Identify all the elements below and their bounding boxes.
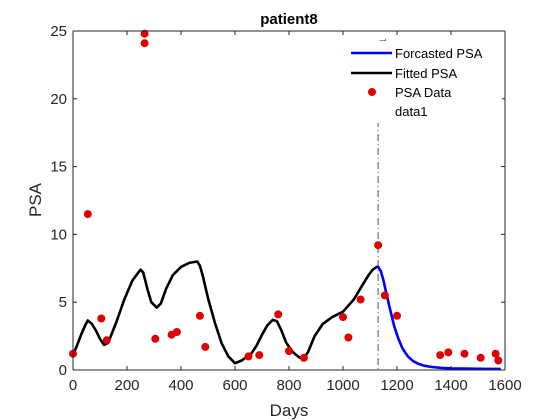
y-tick-label: 20 [50, 91, 67, 108]
y-axis-ticks: 0 5 10 15 20 25 [50, 23, 505, 379]
x-tick-label: 400 [168, 377, 193, 394]
y-tick-label: 25 [50, 23, 67, 40]
axes-frame [72, 30, 506, 371]
psa-data-point [339, 313, 347, 322]
y-tick-label: 15 [50, 159, 67, 176]
psa-data-point [374, 241, 383, 250]
x-tick-label: 1000 [326, 377, 359, 394]
legend-label-fitted: Fitted PSA [395, 66, 457, 81]
psa-data-point [380, 291, 389, 300]
psa-data-point [140, 39, 149, 48]
psa-data-point [255, 351, 264, 360]
psa-data-point [494, 356, 503, 365]
psa-data-point [102, 336, 111, 345]
legend-label-data: PSA Data [395, 85, 452, 100]
legend-label-forecast: Forcasted PSA [395, 46, 483, 61]
y-tick-label: 0 [59, 362, 67, 379]
y-tick-label: 5 [59, 294, 67, 311]
x-tick-label: 200 [114, 377, 139, 394]
psa-data-point [444, 348, 453, 357]
psa-data-point [491, 349, 500, 358]
legend-box [346, 41, 502, 123]
psa-data-point [151, 334, 160, 343]
psa-data-point [393, 311, 401, 320]
psa-data-point [344, 333, 353, 342]
psa-data-point [436, 351, 445, 360]
x-tick-label: 1400 [434, 377, 467, 394]
psa-data-point [285, 347, 293, 355]
psa-data-point [476, 353, 485, 362]
chart-title: patient8 [260, 11, 318, 28]
psa-data-point [201, 342, 210, 351]
x-tick-label: 1200 [380, 377, 413, 394]
legend-label-data1: data1 [395, 104, 428, 119]
x-tick-label: 600 [222, 377, 247, 394]
x-tick-label: 800 [276, 377, 301, 394]
series-layer [69, 29, 503, 371]
psa-data-point [195, 311, 204, 320]
psa-data-point [356, 295, 365, 304]
psa-data-point [83, 210, 92, 219]
x-axis-title: Days [270, 401, 309, 420]
psa-data-point [172, 328, 181, 336]
psa-data-point [274, 310, 283, 319]
x-tick-label: 0 [69, 377, 77, 394]
psa-data-point [244, 352, 253, 361]
legend-swatch-data [368, 88, 376, 96]
psa-data-point [140, 29, 149, 38]
psa-data-point [299, 353, 308, 362]
psa-data-point [460, 349, 469, 358]
x-axis-ticks: 0 200 400 600 800 1000 1200 1400 1600 [69, 31, 522, 394]
y-axis-title: PSA [26, 182, 45, 217]
legend: Forcasted PSA Fitted PSA PSA Data data1 [346, 41, 502, 123]
psa-data-point [97, 314, 106, 323]
x-tick-label: 1600 [488, 377, 521, 394]
y-tick-label: 10 [50, 226, 67, 243]
